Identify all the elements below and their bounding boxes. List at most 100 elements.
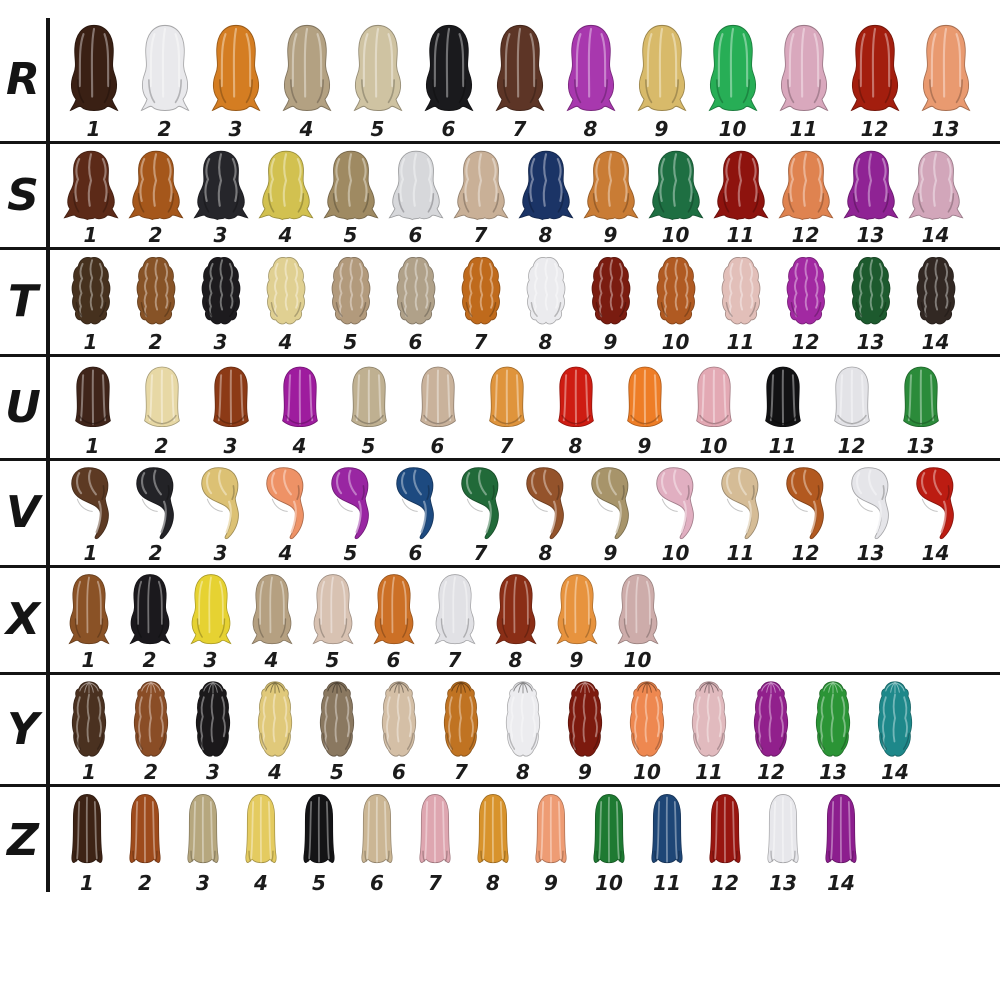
- hair-swatch-Z-8: 8: [464, 787, 522, 895]
- hair-swatch-X-10: 10: [607, 568, 668, 672]
- swatch-number: 4: [299, 117, 314, 141]
- hair-graphic: [189, 574, 232, 645]
- hair-swatch-V-3: 3: [188, 461, 253, 565]
- hair-swatch-S-1: 1: [58, 144, 123, 247]
- hair-swatch-V-6: 6: [383, 461, 448, 565]
- hair-graphic: [135, 467, 174, 540]
- hair-graphic: [851, 257, 890, 325]
- hair-graphic: [648, 150, 703, 221]
- swatch-number: 2: [148, 223, 163, 247]
- swatch-number: 3: [213, 330, 228, 354]
- hair-graphic: [908, 150, 963, 221]
- hair-graphic: [245, 794, 277, 864]
- hair-graphic: [629, 681, 665, 757]
- hair-swatch-Z-13: 13: [754, 787, 812, 895]
- hair-graphic: [691, 681, 727, 757]
- hair-graphic: [460, 467, 499, 540]
- swatch-number: 1: [83, 541, 98, 565]
- swatch-number: 1: [82, 760, 96, 784]
- hair-graphic: [319, 681, 355, 757]
- hair-swatch-T-8: 8: [513, 250, 578, 354]
- hair-graphic: [63, 150, 118, 221]
- hair-swatch-U-6: 6: [403, 357, 472, 458]
- swatch-number: 2: [157, 117, 172, 141]
- swatch-number: 11: [726, 541, 755, 565]
- swatch-number: 4: [264, 648, 279, 672]
- hair-swatch-V-2: 2: [123, 461, 188, 565]
- hair-graphic: [128, 574, 171, 645]
- swatch-number: 9: [544, 871, 558, 895]
- hair-swatch-R-2: 2: [129, 18, 200, 141]
- swatch-number: 1: [80, 871, 94, 895]
- swatch-number: 11: [695, 760, 723, 784]
- swatch-number: 7: [473, 330, 488, 354]
- hair-graphic: [282, 24, 331, 112]
- swatch-number: 13: [769, 871, 797, 895]
- hair-swatch-U-3: 3: [196, 357, 265, 458]
- hair-swatch-Z-4: 4: [232, 787, 290, 895]
- hair-graphic: [877, 681, 913, 757]
- swatch-number: 9: [603, 541, 618, 565]
- swatch-number: 14: [921, 223, 950, 247]
- swatch-number: 14: [921, 541, 950, 565]
- hair-graphic: [753, 681, 789, 757]
- hair-swatch-Z-2: 2: [116, 787, 174, 895]
- hair-swatch-Y-11: 11: [678, 675, 740, 784]
- hair-swatch-V-10: 10: [643, 461, 708, 565]
- hair-swatch-R-8: 8: [555, 18, 626, 141]
- hair-graphic: [381, 681, 417, 757]
- hair-swatch-T-11: 11: [708, 250, 773, 354]
- hair-graphic: [566, 24, 615, 112]
- hair-swatch-T-13: 13: [838, 250, 903, 354]
- hair-graphic: [526, 257, 565, 325]
- hair-swatch-U-10: 10: [679, 357, 748, 458]
- swatch-number: 8: [508, 648, 523, 672]
- swatch-number: 13: [856, 330, 885, 354]
- swatch-number: 6: [392, 760, 406, 784]
- hair-swatch-V-1: 1: [58, 461, 123, 565]
- hair-swatch-S-12: 12: [773, 144, 838, 247]
- hair-swatch-T-6: 6: [383, 250, 448, 354]
- hair-swatch-Z-11: 11: [638, 787, 696, 895]
- swatch-number: 2: [148, 330, 163, 354]
- hair-swatch-S-7: 7: [448, 144, 513, 247]
- hair-graphic: [200, 467, 239, 540]
- hair-swatch-T-1: 1: [58, 250, 123, 354]
- swatch-number: 4: [254, 871, 268, 895]
- hair-graphic: [825, 794, 857, 864]
- hair-graphic: [720, 467, 759, 540]
- swatch-number: 7: [512, 117, 527, 141]
- hair-graphic: [128, 150, 183, 221]
- swatch-number: 11: [726, 223, 755, 247]
- hair-graphic: [815, 681, 851, 757]
- row-label-R: R: [6, 53, 40, 105]
- swatch-number: 6: [430, 434, 445, 458]
- swatch-number: 13: [819, 760, 847, 784]
- swatch-number: 1: [83, 223, 98, 247]
- hair-graphic: [461, 257, 500, 325]
- hair-swatch-S-10: 10: [643, 144, 708, 247]
- hair-swatch-Z-3: 3: [174, 787, 232, 895]
- hair-graphic: [388, 150, 443, 221]
- chart-row-T: T 1 2 3 4 5 6 7 8 9 10 11 12 13 14: [0, 247, 1000, 354]
- hair-swatch-U-11: 11: [748, 357, 817, 458]
- swatch-number: 8: [568, 434, 583, 458]
- hair-swatch-S-8: 8: [513, 144, 578, 247]
- swatch-number: 13: [856, 541, 885, 565]
- hair-graphic: [567, 681, 603, 757]
- swatch-number: 3: [228, 117, 243, 141]
- swatch-number: 12: [757, 760, 785, 784]
- swatch-number: 3: [223, 434, 238, 458]
- hair-graphic: [257, 681, 293, 757]
- hair-graphic: [721, 257, 760, 325]
- swatch-number: 5: [343, 223, 358, 247]
- swatch-number: 10: [718, 117, 747, 141]
- hair-graphic: [850, 467, 889, 540]
- swatch-number: 10: [661, 541, 690, 565]
- hair-swatch-X-7: 7: [424, 568, 485, 672]
- swatch-number: 13: [856, 223, 885, 247]
- hair-graphic: [591, 257, 630, 325]
- hair-graphic: [921, 24, 970, 112]
- hair-graphic: [193, 150, 248, 221]
- swatch-number: 8: [486, 871, 500, 895]
